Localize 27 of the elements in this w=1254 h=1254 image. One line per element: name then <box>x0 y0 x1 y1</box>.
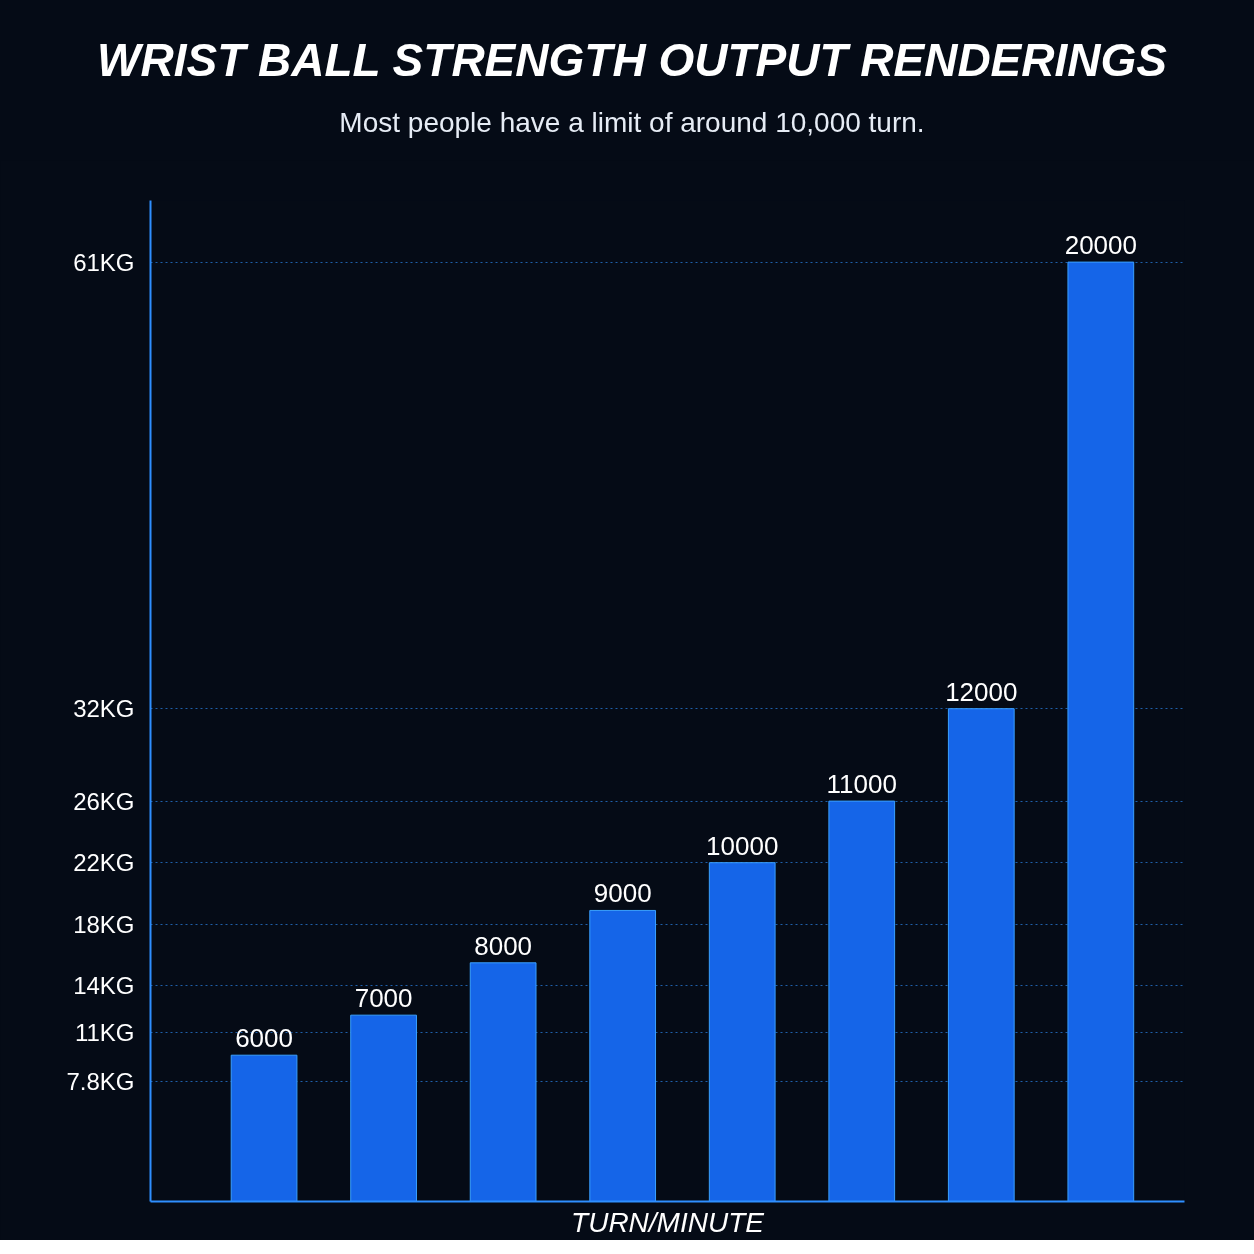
chart-subtitle: Most people have a limit of around 10,000 turn. <box>339 106 925 140</box>
annotation: 20000 <box>1064 230 1137 261</box>
y-tick-label: 32KG <box>73 695 135 723</box>
annotation: 7000 <box>354 983 413 1014</box>
y-tick-label: 61KG <box>73 248 135 276</box>
bar <box>350 1014 417 1202</box>
bar <box>469 962 537 1202</box>
y-tick-label: 22KG <box>73 849 135 877</box>
annotation: 6000 <box>235 1023 293 1054</box>
bar <box>708 862 776 1202</box>
y-tick-label: 7.8KG <box>66 1067 135 1095</box>
y-tick-label: 14KG <box>73 972 135 1000</box>
annotation: 9000 <box>593 878 652 909</box>
x-axis-title: TURN/MINUTE <box>571 1206 765 1238</box>
bar <box>947 708 1015 1202</box>
annotation: 11000 <box>826 769 897 800</box>
annotation: 8000 <box>474 930 533 961</box>
y-tick-label: 18KG <box>73 910 135 938</box>
bar <box>589 909 657 1202</box>
y-tick-label: 26KG <box>73 787 135 815</box>
chart-title: WRIST BALL STRENGTH OUTPUT RENDERINGS <box>97 33 1167 88</box>
bar <box>1067 261 1135 1202</box>
bar <box>828 800 896 1202</box>
y-tick-label: 11KG <box>74 1018 135 1046</box>
annotation: 10000 <box>706 830 779 861</box>
bar <box>230 1054 298 1202</box>
annotation: 12000 <box>945 676 1018 707</box>
